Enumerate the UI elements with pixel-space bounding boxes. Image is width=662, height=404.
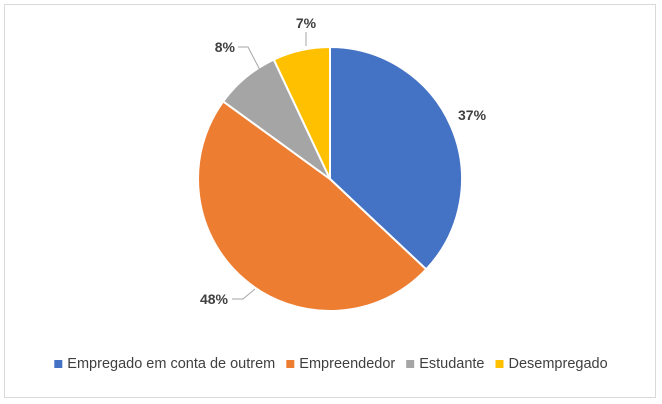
legend-label-desempregado: Desempregado [509, 356, 608, 372]
pie-slice-desempregado [272, 45, 331, 180]
legend-label-empreendedor: Empreendedor [299, 356, 395, 372]
legend-swatch-estudante [406, 360, 415, 368]
leader-line-estudante [238, 46, 263, 75]
legend-item-desempregado: Desempregado [495, 356, 608, 372]
legend-label-estudante: Estudante [419, 356, 484, 372]
data-label-empregado-em-conta-de-outrem: 37% [458, 107, 487, 123]
data-label-desempregado: 7% [296, 15, 317, 31]
pie-slice-empregado-em-conta-de-outrem [329, 45, 463, 271]
legend-item-estudante: Estudante [406, 356, 485, 372]
leader-line-empreendedor [232, 288, 256, 300]
legend-swatch-empreendedor [286, 360, 295, 368]
legend-swatch-desempregado [495, 360, 504, 368]
pie-slice-empreendedor [197, 100, 428, 312]
legend-item-empregado-em-conta-de-outrem: Empregado em conta de outrem [54, 356, 275, 372]
legend-item-empreendedor: Empreendedor [286, 356, 395, 372]
data-labels: 37% 48% 8% 7% [200, 15, 487, 307]
leader-lines [232, 32, 307, 300]
legend-label-empregado-em-conta-de-outrem: Empregado em conta de outrem [67, 356, 275, 372]
data-label-empreendedor: 48% [200, 291, 229, 307]
data-label-estudante: 8% [215, 39, 236, 55]
legend: Empregado em conta de outrem Empreendedor… [54, 356, 608, 372]
legend-swatch-empregado-em-conta-de-outrem [54, 360, 63, 368]
pie-slices [197, 45, 463, 312]
